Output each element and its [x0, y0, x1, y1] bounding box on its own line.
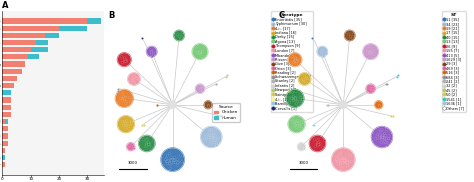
Bar	[2, 83, 14, 88]
Circle shape	[366, 84, 375, 93]
Circle shape	[128, 73, 140, 85]
Bar	[2, 126, 8, 131]
Circle shape	[375, 101, 383, 109]
Bar	[31, 47, 48, 52]
Circle shape	[372, 126, 392, 147]
Text: A: A	[2, 1, 9, 10]
Bar	[2, 69, 22, 74]
Bar	[2, 148, 5, 153]
Bar	[2, 62, 25, 67]
Circle shape	[204, 101, 212, 109]
Bar	[36, 40, 48, 45]
Bar	[2, 155, 5, 160]
Legend: 11 [35], 34 [23], 19 [21], 17 [15], 40 [15], 13 [13], 26 [9], 155 [7], 413 [5], : 11 [35], 34 [23], 19 [21], 17 [15], 40 […	[442, 11, 466, 112]
Text: 3000: 3000	[128, 161, 138, 165]
Bar	[2, 133, 8, 139]
Bar	[2, 33, 45, 38]
Circle shape	[118, 53, 131, 66]
Bar	[2, 40, 36, 45]
Bar	[2, 112, 11, 117]
Bar	[2, 25, 59, 31]
Circle shape	[169, 101, 177, 109]
Bar	[2, 141, 8, 146]
Bar	[2, 119, 5, 124]
Circle shape	[201, 126, 222, 147]
Circle shape	[115, 90, 133, 107]
Bar	[2, 162, 5, 167]
Bar	[2, 90, 11, 95]
Circle shape	[195, 84, 205, 93]
Bar	[5, 119, 8, 124]
Bar	[2, 18, 87, 23]
Circle shape	[192, 44, 208, 59]
Bar	[2, 54, 28, 60]
Bar	[2, 97, 11, 103]
Circle shape	[146, 46, 157, 57]
Legend: Chicken, Human: Chicken, Human	[212, 103, 240, 122]
Bar	[2, 76, 17, 81]
Circle shape	[161, 148, 184, 171]
Bar	[28, 54, 39, 60]
Circle shape	[174, 30, 184, 41]
Circle shape	[339, 101, 347, 109]
Circle shape	[345, 30, 355, 41]
Circle shape	[298, 143, 305, 151]
Bar	[2, 47, 31, 52]
Bar	[2, 105, 11, 110]
Text: C: C	[279, 11, 285, 20]
Circle shape	[127, 143, 135, 151]
Circle shape	[118, 116, 134, 132]
Circle shape	[332, 148, 355, 171]
Circle shape	[286, 90, 304, 107]
Circle shape	[317, 46, 328, 57]
Legend: Enteritidis [35], Typhimurium [30], 4,i:- [17], Indiana [16], Derby [15], Agona : Enteritidis [35], Typhimurium [30], 4,i:…	[271, 11, 313, 112]
Bar	[87, 18, 101, 23]
Circle shape	[363, 44, 378, 59]
Circle shape	[139, 135, 155, 152]
Circle shape	[310, 135, 326, 152]
Bar	[45, 33, 59, 38]
Circle shape	[288, 116, 305, 132]
Circle shape	[288, 53, 301, 66]
Text: 3000: 3000	[299, 161, 309, 165]
Text: B: B	[108, 11, 115, 20]
Circle shape	[299, 73, 311, 85]
Bar	[59, 25, 87, 31]
